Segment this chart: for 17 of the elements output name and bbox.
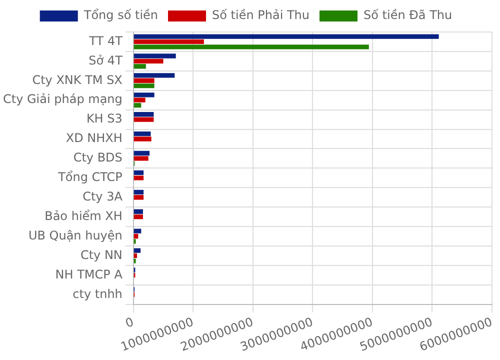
y-tick-label: Tổng CTCP: [57, 170, 122, 184]
y-tick-label: Cty XNK TM SX: [32, 72, 122, 87]
y-tick-label: Cty NN: [80, 248, 122, 262]
y-tick-label: cty tnhh: [72, 286, 122, 301]
legend-label: Số tiền Đã Thu: [364, 8, 452, 22]
y-tick-label: XD NHXH: [66, 131, 122, 146]
y-tick-label: Sở 4T: [88, 53, 124, 68]
y-tick-label: TT 4T: [88, 34, 124, 48]
y-tick-label: UB Quận huyện: [28, 228, 122, 242]
legend-label: Tổng số tiền: [82, 8, 158, 22]
y-tick-label: KH S3: [86, 112, 122, 126]
legend-label: Số tiền Phải Thu: [212, 8, 310, 22]
y-tick-label: Bảo hiểm XH: [44, 208, 122, 223]
y-tick-label: Cty 3A: [82, 189, 124, 204]
y-tick-label: Cty Giải pháp mạng: [2, 92, 122, 106]
y-tick-label: Cty BDS: [73, 150, 122, 165]
y-tick-label: NH TMCP A: [55, 267, 124, 282]
